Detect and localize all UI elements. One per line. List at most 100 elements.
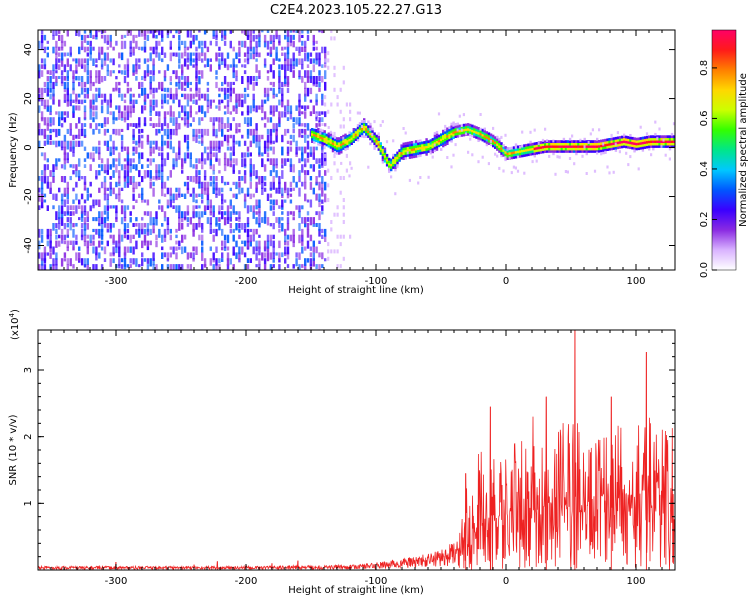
spectrogram-cell [241, 40, 244, 48]
spectrogram-cell [662, 145, 665, 148]
spectrogram-cell [161, 34, 164, 42]
spectrogram-cell [118, 70, 121, 74]
spectrogram-cell [38, 93, 41, 102]
spectrogram-cell [286, 158, 290, 162]
spectrogram-cell [645, 143, 649, 146]
spectrogram-cell [55, 252, 58, 260]
spectrogram-cell [410, 145, 414, 149]
spectrogram-cell [178, 64, 181, 69]
spectrogram-cell [471, 127, 474, 130]
spectrogram-cell [43, 105, 47, 110]
spectrogram-cell [203, 187, 207, 195]
spectrogram-cell [183, 211, 187, 219]
spectrogram-cell [330, 220, 333, 224]
spectrogram-cell [166, 140, 170, 149]
spectrogram-cell [360, 134, 364, 138]
spectrogram-cell [169, 117, 172, 123]
spectrogram-cell [427, 147, 430, 151]
spectrogram-cell [284, 234, 287, 243]
spectrogram-cell [252, 52, 255, 60]
spectrogram-cell [533, 152, 536, 155]
spectrogram-cell [178, 52, 181, 59]
spectrogram-cell [329, 130, 332, 134]
spectrogram-cell [152, 105, 155, 111]
spectrogram-cell [141, 87, 144, 96]
spectrogram-cell [241, 93, 244, 98]
spectrogram-cell [292, 30, 295, 33]
spectrogram-cell [235, 217, 238, 221]
spectrogram-cell [152, 217, 155, 226]
spectrogram-cell [301, 264, 304, 268]
spectrogram-cell [203, 52, 207, 61]
spectrogram-cell [272, 205, 275, 211]
spectrogram-cell [467, 128, 470, 131]
spectrogram-cell [541, 148, 545, 151]
spectrogram-cell [358, 129, 362, 133]
spectrogram-cell [63, 234, 67, 241]
spectrogram-cell [226, 205, 230, 212]
spectrogram-cell [206, 217, 210, 224]
spectrogram-cell [69, 146, 72, 152]
spectrogram-cell [40, 111, 44, 120]
spectrogram-cell [602, 151, 605, 155]
spectrogram-cell [100, 158, 104, 164]
spectrogram-cell [49, 140, 52, 145]
spectrogram-cell [261, 105, 264, 114]
spectrogram-cell [246, 128, 250, 135]
spectrogram-cell [166, 64, 170, 71]
spectrogram-cell [86, 40, 89, 45]
spectrogram-cell [206, 105, 210, 114]
spectrogram-cell [198, 128, 201, 134]
spectrogram-cell [338, 137, 341, 140]
spectrogram-cell [223, 93, 227, 100]
spectrogram-cell [318, 193, 321, 202]
spectrogram-cell [232, 146, 235, 153]
spectrogram-cell [109, 234, 112, 239]
spectrogram-cell [450, 165, 453, 169]
spectrogram-cell [252, 228, 255, 236]
spectrogram-cell [221, 34, 224, 41]
spectrogram-cell [670, 140, 674, 143]
spectrogram-cell [541, 150, 545, 154]
spectrogram-cell [89, 46, 92, 55]
spectrogram-cell [289, 158, 293, 167]
spectrogram-cell [172, 52, 175, 57]
spectrogram-cell [304, 217, 307, 224]
spectrogram-cell [400, 154, 403, 157]
spectrogram-cell [292, 134, 295, 143]
spectrogram-cell [593, 150, 597, 153]
spectrogram-cell [232, 105, 235, 112]
spectrogram-cell [485, 131, 489, 134]
spectrogram-cell [394, 168, 397, 172]
spectrogram-cell [606, 143, 609, 147]
spectrogram-cell [317, 137, 320, 141]
spectrogram-cell [109, 93, 112, 103]
spectrogram-cell [203, 40, 207, 49]
spectrogram-cell [192, 134, 195, 142]
spectrogram-cell [263, 87, 267, 94]
spectrogram-cell [510, 149, 514, 152]
spectrogram-cell [529, 143, 532, 146]
spectrogram-cell [43, 264, 47, 270]
spectrogram-cell [92, 158, 95, 162]
spectrogram-cell [181, 193, 184, 197]
spectrogram-cell [115, 181, 118, 188]
spectrogram-cell [78, 58, 81, 67]
spectrogram-cell [558, 145, 561, 148]
spectrogram-cell [118, 128, 121, 136]
spectrogram-cell [183, 134, 187, 143]
spectrogram-cell [120, 70, 124, 75]
spectrogram-cell [373, 147, 376, 150]
spectrogram-cell [512, 151, 516, 154]
spectrogram-cell [175, 52, 178, 57]
spectrogram-cell [103, 123, 107, 127]
spectrogram-cell [49, 87, 52, 93]
spectrogram-cell [232, 70, 235, 79]
spectrogram-cell [255, 58, 258, 62]
spectrogram-cell [618, 138, 622, 142]
spectrogram-cell [479, 127, 482, 131]
spectrogram-cell [587, 142, 590, 146]
spectrogram-cell [278, 187, 281, 194]
spectrogram-cell [149, 146, 152, 154]
spectrogram-cell [43, 128, 47, 138]
